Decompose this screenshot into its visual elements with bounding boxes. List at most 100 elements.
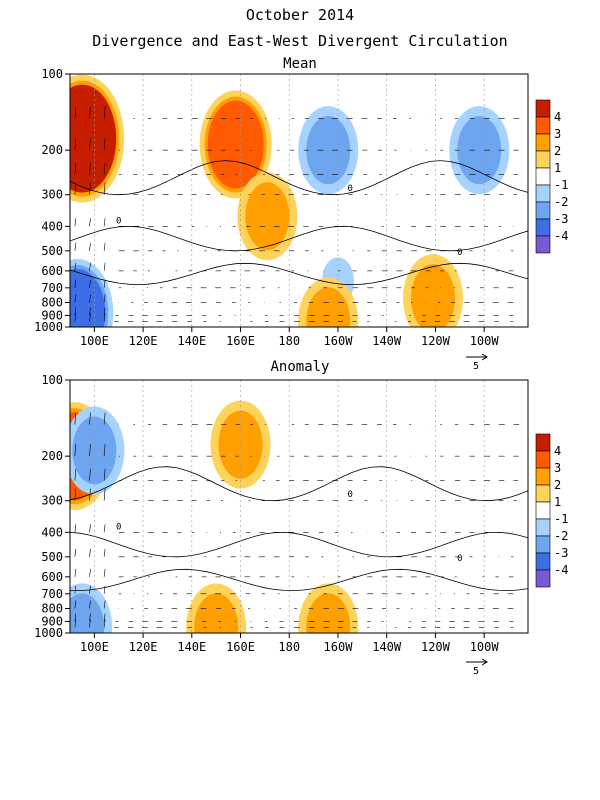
colorbar-swatch	[535, 501, 551, 520]
wind-vector	[89, 548, 91, 557]
wind-vector	[74, 218, 77, 227]
colorbar-label: -3	[554, 212, 568, 226]
wind-vector	[74, 444, 77, 457]
wind-vector	[103, 488, 106, 501]
wind-vector	[74, 294, 77, 303]
wind-vector	[74, 488, 77, 501]
x-tick-label: 100W	[470, 334, 500, 348]
wind-vector	[74, 468, 77, 481]
anomaly-fill-layer	[70, 400, 359, 633]
wind-vector	[74, 138, 77, 151]
y-tick-label: 100	[41, 373, 63, 387]
zero-contour	[70, 466, 528, 502]
wind-vector	[74, 585, 77, 594]
fill-blob	[194, 593, 239, 633]
contour-label: 0	[347, 490, 352, 500]
wind-vector	[103, 262, 106, 271]
colorbar-label: 2	[554, 144, 561, 158]
anomaly-contour-layer: 0 0 0	[70, 466, 528, 592]
wind-vector	[89, 279, 91, 288]
colorbar-label: 2	[554, 478, 561, 492]
x-tick-label: 160E	[226, 334, 255, 348]
wind-vector	[103, 218, 106, 227]
x-tick-label: 100W	[470, 640, 500, 654]
wind-vector	[103, 524, 106, 533]
wind-vector	[103, 279, 106, 288]
zero-contour	[70, 225, 528, 252]
wind-vector	[103, 568, 106, 577]
y-tick-label: 400	[41, 525, 63, 539]
colorbar-swatch	[535, 116, 551, 135]
wind-vector	[89, 444, 91, 457]
colorbar-swatch	[535, 484, 551, 503]
colorbar-swatch	[535, 167, 551, 186]
colorbar-swatch	[535, 150, 551, 169]
mean-grid	[94, 74, 485, 327]
wind-vector	[103, 468, 106, 481]
y-tick-label: 100	[41, 67, 63, 81]
wind-vector	[103, 307, 106, 316]
mean-axis-ticks: 100E 120E 140E 160E 180 160W 140W 120W 100W 100 20…	[34, 67, 499, 348]
x-tick-label: 160W	[324, 334, 354, 348]
y-tick-label: 300	[41, 494, 63, 508]
x-tick-label: 160E	[226, 640, 255, 654]
wind-vector	[89, 600, 91, 609]
fill-blob	[457, 116, 502, 185]
x-tick-label: 180	[278, 334, 300, 348]
wind-vector	[89, 262, 91, 271]
colorbar-label: 1	[554, 495, 561, 509]
x-tick-label: 120E	[129, 640, 158, 654]
colorbar-swatch	[535, 133, 551, 152]
anomaly-plot-frame	[69, 379, 529, 634]
colorbar-label: 3	[554, 127, 561, 141]
wind-vector	[74, 619, 77, 628]
y-tick-label: 1000	[34, 626, 63, 640]
y-tick-label: 500	[41, 550, 63, 564]
anomaly-colorbar: 4 3 2 1 -1 -2 -3 -4	[535, 433, 568, 588]
colorbar-label: -4	[554, 229, 568, 243]
wind-vector	[89, 182, 91, 195]
y-tick-label: 400	[41, 219, 63, 233]
wind-vector	[74, 242, 77, 251]
colorbar-label: -1	[554, 512, 568, 526]
colorbar-swatch	[535, 201, 551, 220]
fill-blob	[70, 593, 105, 633]
wind-vector	[89, 585, 91, 594]
wind-vector	[74, 600, 77, 609]
fill-blob	[306, 593, 351, 633]
wind-vector	[89, 619, 91, 628]
y-tick-label: 900	[41, 614, 63, 628]
wind-vector	[74, 162, 77, 175]
wind-vector	[74, 548, 77, 557]
fill-blob	[306, 287, 351, 327]
colorbar-swatch	[535, 552, 551, 571]
x-tick-label: 140E	[177, 334, 206, 348]
y-tick-label: 300	[41, 188, 63, 202]
colorbar-swatch	[535, 467, 551, 486]
x-tick-label: 140E	[177, 640, 206, 654]
colorbar-swatch	[535, 535, 551, 554]
colorbar-swatch	[535, 218, 551, 237]
zero-contour	[70, 160, 528, 196]
anomaly-grid	[94, 380, 485, 633]
y-tick-label: 500	[41, 244, 63, 258]
wind-vector	[74, 524, 77, 533]
wind-vector	[89, 524, 91, 533]
x-tick-label: 100E	[80, 334, 109, 348]
anomaly-panel-title: Anomaly	[270, 359, 329, 375]
fill-blob	[410, 264, 455, 327]
colorbar-swatch	[535, 99, 551, 118]
mean-reference-vector-label: 5	[473, 361, 479, 372]
wind-vector	[74, 412, 77, 425]
y-tick-label: 700	[41, 587, 63, 601]
y-tick-label: 200	[41, 449, 63, 463]
anomaly-reference-vector-label: 5	[473, 666, 479, 677]
fill-blob	[70, 84, 117, 193]
wind-vector	[103, 600, 106, 609]
wind-vector	[89, 412, 91, 425]
contour-label: 0	[457, 554, 462, 564]
x-tick-label: 180	[278, 640, 300, 654]
mean-fill-layer	[70, 74, 510, 327]
contour-label: 0	[347, 184, 352, 194]
colorbar-label: -3	[554, 546, 568, 560]
